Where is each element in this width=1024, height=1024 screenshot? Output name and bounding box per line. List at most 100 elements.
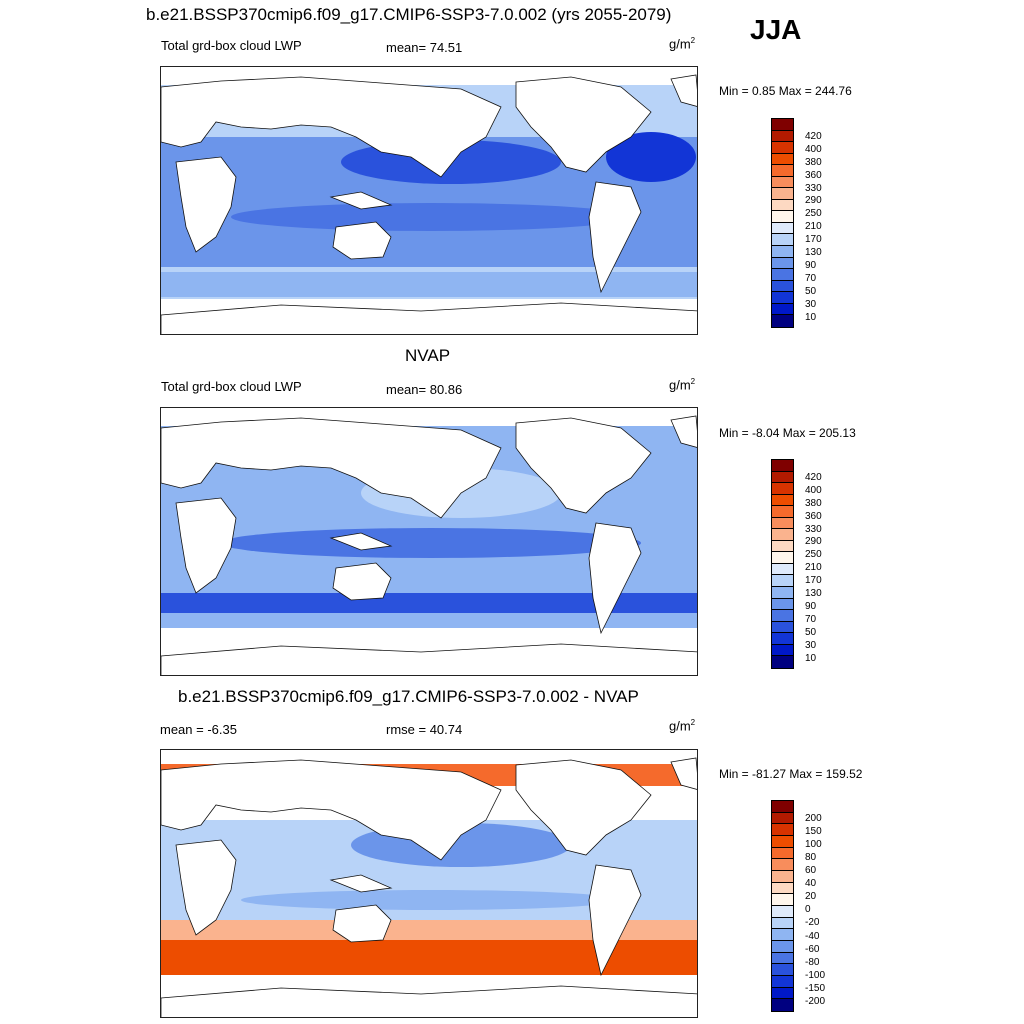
colorbar-swatch — [772, 894, 793, 906]
colorbar-swatch — [772, 280, 793, 293]
colorbar-tick-label: -100 — [805, 969, 826, 981]
colorbar-swatch — [772, 598, 793, 611]
africa — [175, 497, 237, 594]
eurasia — [161, 759, 502, 861]
colorbar-swatch — [772, 303, 793, 316]
colorbar-swatch — [772, 812, 793, 825]
colorbar-swatch — [772, 952, 793, 965]
map-obs — [160, 407, 698, 676]
colorbar-swatch — [772, 801, 793, 813]
season-label: JJA — [750, 14, 802, 45]
mean-label: mean= 80.86 — [386, 382, 463, 397]
min-max-label: Min = 0.85 Max = 244.76 — [719, 84, 852, 98]
colorbar-swatch — [772, 119, 793, 131]
colorbar-tick-label: 420 — [805, 130, 822, 142]
colorbar-tick-label: 200 — [805, 812, 822, 824]
colorbar-swatch — [772, 471, 793, 484]
map-diff — [160, 749, 698, 1018]
colorbar-tick-label: 250 — [805, 549, 822, 561]
colorbar-swatch — [772, 292, 793, 304]
map-svg — [161, 67, 697, 334]
panel-title: NVAP — [405, 346, 451, 365]
colorbar-tick-label: 360 — [805, 169, 822, 181]
southern-band — [161, 272, 697, 297]
tropical-band — [231, 203, 631, 231]
colorbar-tick-label: 10 — [805, 653, 817, 665]
colorbar-tick-label: 330 — [805, 523, 822, 535]
diff-mean-label: mean = -6.35 — [160, 722, 237, 737]
australia — [332, 221, 392, 260]
colorbar-swatch — [772, 188, 793, 200]
rmse-label: rmse = 40.74 — [386, 722, 463, 737]
colorbar-swatch — [772, 964, 793, 976]
antarctica — [161, 302, 697, 334]
colorbar-swatch — [772, 506, 793, 518]
colorbar-tick-label: 400 — [805, 143, 822, 155]
min-max-label: Min = -81.27 Max = 159.52 — [719, 767, 863, 781]
australia — [332, 562, 392, 601]
colorbar-tick-label: 380 — [805, 497, 822, 509]
colorbar-swatch — [772, 870, 793, 883]
maritime-continent — [329, 874, 393, 893]
colorbar-tick-label: -200 — [805, 995, 826, 1007]
colorbar-tick-label: 60 — [805, 865, 817, 877]
variable-label: Total grd-box cloud LWP — [161, 38, 302, 53]
colorbar-swatch — [772, 987, 793, 1000]
map-model — [160, 66, 698, 335]
maritime-continent — [329, 191, 393, 210]
colorbar-tick-label: 290 — [805, 195, 822, 207]
colorbar-swatch — [772, 940, 793, 953]
colorbar-tick-label: 50 — [805, 627, 817, 639]
variable-label: Total grd-box cloud LWP — [161, 379, 302, 394]
colorbar-swatch — [772, 847, 793, 860]
colorbar-swatch — [772, 176, 793, 189]
colorbar-swatch — [772, 529, 793, 541]
colorbar-tick-label: 420 — [805, 471, 822, 483]
panel-title: b.e21.BSSP370cmip6.f09_g17.CMIP6-SSP3-7.… — [178, 687, 639, 706]
colorbar-swatch — [772, 917, 793, 930]
unit-label: g/m2 — [669, 36, 696, 52]
colorbar-tick-label: 30 — [805, 640, 817, 652]
eurasia — [161, 417, 502, 519]
colorbar-tick-label: -80 — [805, 956, 820, 968]
eurasia — [161, 76, 502, 178]
mean-label: mean= 74.51 — [386, 40, 463, 55]
colorbar-diff — [771, 800, 794, 1012]
north-america — [515, 759, 652, 856]
colorbar-tick-label: -20 — [805, 917, 820, 929]
colorbar-tick-label: 380 — [805, 156, 822, 168]
colorbar-tick-label: 20 — [805, 891, 817, 903]
southern-band — [161, 593, 697, 613]
colorbar-swatch — [772, 517, 793, 530]
colorbar-swatch — [772, 563, 793, 576]
colorbar-swatch — [772, 929, 793, 941]
colorbar-tick-label: 90 — [805, 260, 817, 272]
colorbar-tick-label: 210 — [805, 221, 822, 233]
colorbar-swatch — [772, 835, 793, 848]
colorbar-swatch — [772, 644, 793, 657]
colorbar-swatch — [772, 575, 793, 588]
colorbar-swatch — [772, 199, 793, 212]
colorbar-swatch — [772, 552, 793, 564]
colorbar-swatch — [772, 130, 793, 143]
colorbar-tick-label: 400 — [805, 484, 822, 496]
maritime-continent — [329, 532, 393, 551]
colorbar-tick-label: 70 — [805, 273, 817, 285]
colorbar-swatch — [772, 142, 793, 154]
south-america — [588, 522, 642, 635]
colorbar-tick-label: 170 — [805, 575, 822, 587]
south-america — [588, 181, 642, 294]
colorbar-tick-label: 0 — [805, 904, 811, 916]
colorbar-tick-label: 130 — [805, 588, 822, 600]
colorbar-swatch — [772, 269, 793, 281]
colorbar-tick-label: 210 — [805, 562, 822, 574]
colorbar-tick-label: 360 — [805, 510, 822, 522]
colorbar-tick-label: 40 — [805, 878, 817, 890]
panel-title: b.e21.BSSP370cmip6.f09_g17.CMIP6-SSP3-7.… — [146, 5, 672, 24]
australia — [332, 904, 392, 943]
colorbar-swatch — [772, 633, 793, 645]
colorbar-tick-label: 150 — [805, 825, 822, 837]
colorbar-tick-label: 90 — [805, 601, 817, 613]
colorbar-swatch — [772, 246, 793, 258]
colorbar-tick-label: 100 — [805, 839, 822, 850]
